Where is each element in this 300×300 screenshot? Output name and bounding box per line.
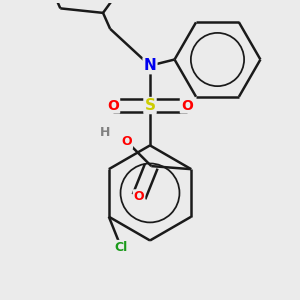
Text: Cl: Cl (115, 241, 128, 254)
Text: O: O (134, 190, 144, 203)
Text: O: O (107, 98, 119, 112)
Text: H: H (100, 126, 110, 139)
Text: O: O (122, 135, 132, 148)
Text: O: O (181, 98, 193, 112)
Text: S: S (145, 98, 155, 113)
Text: N: N (144, 58, 156, 73)
